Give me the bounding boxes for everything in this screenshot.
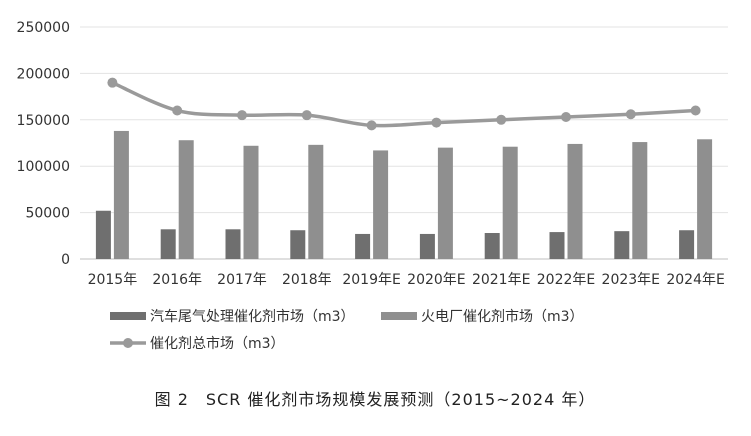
- line-point: [431, 117, 442, 128]
- line-point: [301, 110, 312, 121]
- bar-marks: [95, 130, 713, 259]
- x-tick-label: 2022年E: [537, 272, 595, 288]
- gridlines: [80, 26, 728, 260]
- bar-mark: [549, 232, 565, 259]
- line-point: [625, 109, 636, 120]
- series-line: [111, 81, 696, 128]
- bar-mark: [679, 230, 695, 259]
- line-point: [172, 105, 183, 116]
- x-tick-label: 2024年E: [666, 272, 724, 288]
- line-point: [237, 110, 247, 121]
- bar-mark: [225, 229, 241, 259]
- y-tick-label: 0: [61, 252, 70, 268]
- legend-label: 汽车尾气处理催化剂市场（m3）: [150, 308, 355, 325]
- y-axis-ticks: 0 50000 100000 150000 200000 250000: [17, 20, 70, 268]
- legend-item: 催化剂总市场（m3）: [110, 335, 285, 352]
- bar-mark: [437, 147, 453, 259]
- line-point: [366, 120, 377, 131]
- bar-mark: [308, 144, 324, 259]
- bar-mark: [614, 231, 630, 259]
- line-point: [107, 77, 118, 88]
- bar-mark: [113, 130, 129, 259]
- x-tick-label: 2019年E: [342, 272, 400, 288]
- line-point: [690, 105, 701, 116]
- line-point: [496, 114, 507, 125]
- y-tick-label: 200000: [17, 66, 70, 82]
- x-axis-ticks: 2015年 2016年 2017年 2018年 2019年E 2020年E 2021年E 20…: [88, 272, 725, 288]
- bar-mark: [160, 229, 176, 259]
- bar-mark: [290, 230, 306, 259]
- x-tick-label: 2015年: [88, 272, 138, 288]
- bar-mark: [95, 210, 111, 259]
- bar-mark: [373, 150, 389, 259]
- bar-mark: [484, 233, 500, 259]
- legend-swatch: [110, 312, 146, 320]
- y-tick-label: 100000: [17, 159, 70, 175]
- x-tick-label: 2016年: [152, 272, 202, 288]
- legend-swatch: [381, 312, 417, 320]
- x-tick-label: 2020年E: [407, 272, 465, 288]
- x-tick-label: 2023年E: [602, 272, 660, 288]
- x-tick-label: 2018年: [282, 272, 332, 288]
- bar-mark: [178, 140, 194, 259]
- bar-mark: [632, 142, 648, 259]
- line-marks: [107, 77, 701, 131]
- bar-mark: [567, 143, 583, 259]
- x-tick-label: 2021年E: [472, 272, 530, 288]
- bar-mark: [243, 145, 259, 259]
- y-tick-label: 150000: [17, 113, 70, 129]
- x-tick-label: 2017年: [217, 272, 267, 288]
- legend-item: 火电厂催化剂市场（m3）: [381, 308, 584, 325]
- bar-mark: [697, 139, 713, 259]
- legend: 汽车尾气处理催化剂市场（m3） 火电厂催化剂市场（m3） 催化剂总市场（m3）: [110, 308, 584, 352]
- figure-caption: 图 2 SCR 催化剂市场规模发展预测（2015~2024 年）: [155, 390, 596, 409]
- legend-item: 汽车尾气处理催化剂市场（m3）: [110, 308, 355, 325]
- legend-label: 催化剂总市场（m3）: [150, 335, 285, 352]
- bar-mark: [355, 233, 371, 259]
- line-point: [561, 112, 571, 123]
- legend-marker: [123, 338, 133, 348]
- y-tick-label: 50000: [25, 206, 70, 222]
- y-tick-label: 250000: [17, 20, 70, 36]
- legend-label: 火电厂催化剂市场（m3）: [421, 308, 584, 325]
- bar-mark: [419, 233, 435, 259]
- bar-mark: [502, 146, 518, 259]
